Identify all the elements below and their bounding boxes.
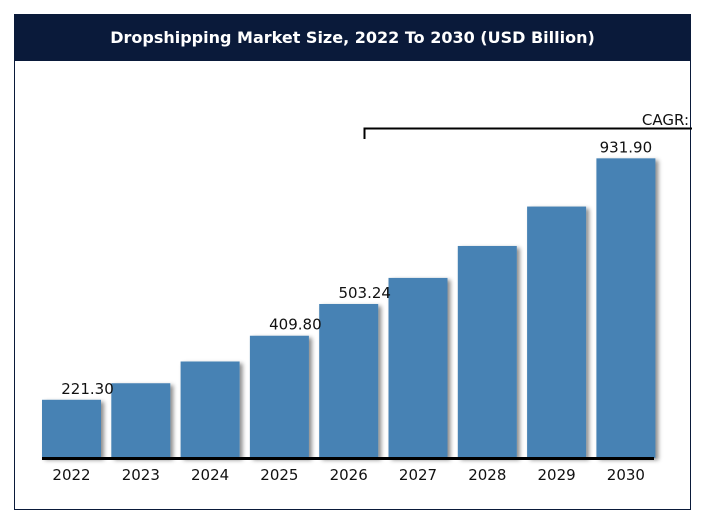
cagr-annotation: CAGR: [642, 111, 689, 129]
bar-2024 [180, 361, 240, 458]
x-tick-label: 2024 [191, 466, 229, 484]
bar-2029 [527, 206, 587, 458]
chart-title: Dropshipping Market Size, 2022 To 2030 (… [14, 14, 691, 61]
x-tick-label: 2029 [538, 466, 576, 484]
x-tick-label: 2030 [607, 466, 645, 484]
x-tick-label: 2023 [122, 466, 160, 484]
data-label: 503.24 [338, 284, 391, 302]
bar-2030 [596, 158, 656, 458]
bar-2025 [249, 335, 309, 458]
bar-2028 [457, 245, 517, 458]
x-tick-label: 2028 [468, 466, 506, 484]
x-tick-label: 2025 [260, 466, 298, 484]
x-tick-label: 2026 [330, 466, 368, 484]
data-label: 221.30 [61, 380, 114, 398]
bar-2022 [42, 399, 101, 458]
cagr-bracket [363, 127, 692, 139]
data-label: 931.90 [600, 138, 653, 156]
bar-2027 [388, 277, 448, 458]
x-tick-label: 2027 [399, 466, 437, 484]
bar-2023 [111, 383, 171, 458]
bar-2026 [319, 303, 379, 458]
x-tick-label: 2022 [52, 466, 90, 484]
data-label: 409.80 [269, 316, 322, 334]
